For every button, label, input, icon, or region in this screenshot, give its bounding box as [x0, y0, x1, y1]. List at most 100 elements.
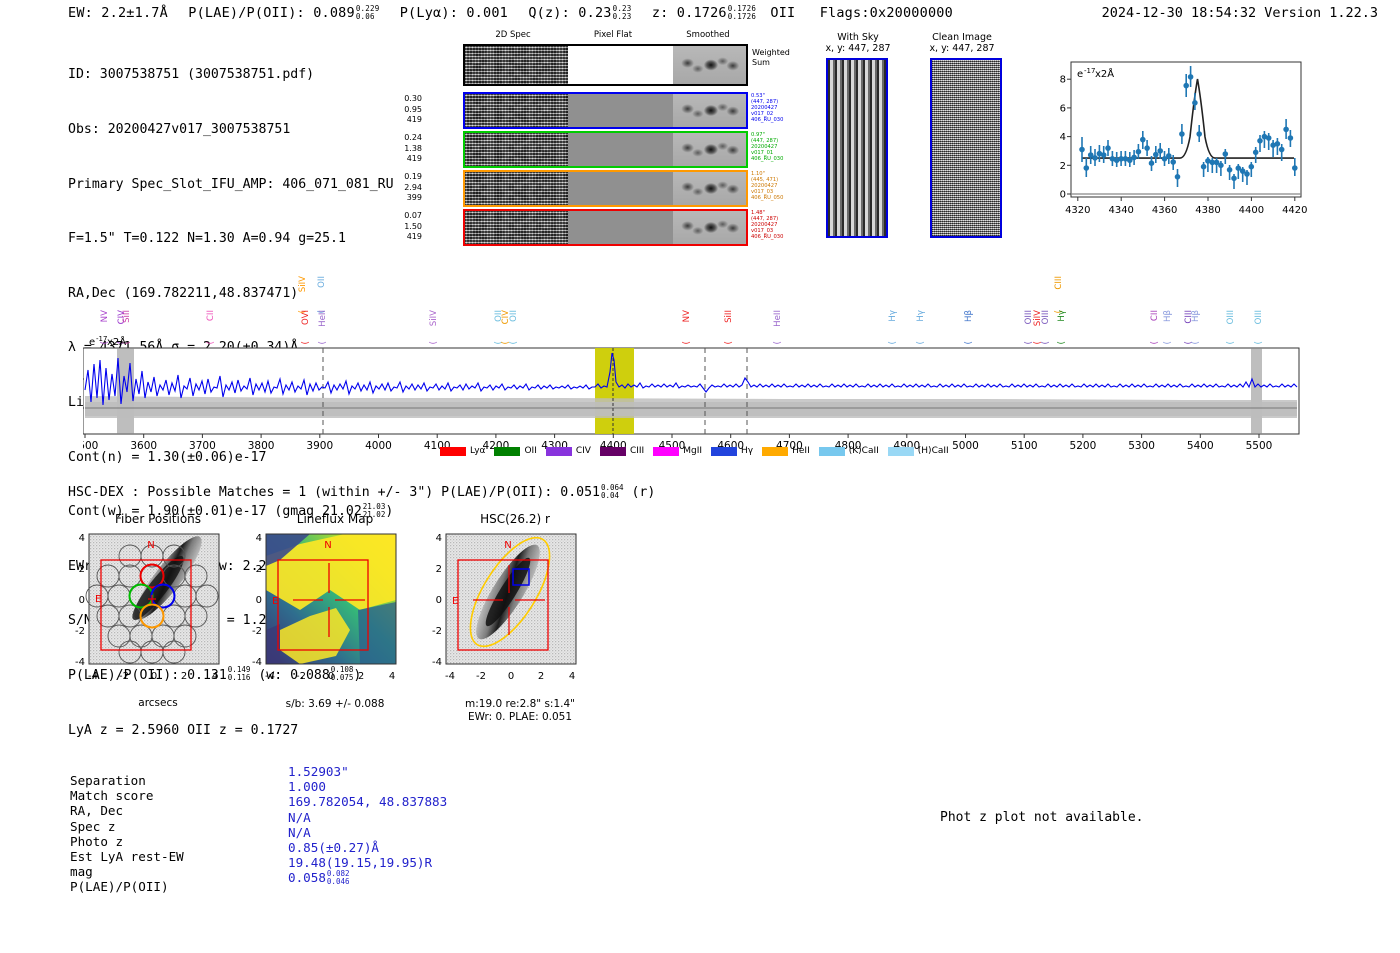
match-table-label: mag	[70, 864, 93, 880]
spectrum-legend-item: OII	[494, 446, 537, 456]
legend-label: CIII	[629, 446, 645, 456]
hsc-r-title: HSC(26.2) r	[480, 512, 550, 526]
full-spectrum-chart: e -17 x2Å 05	[72, 330, 1303, 452]
info-cont-n: Cont(n) = 1.30(±0.06)e-17	[68, 449, 267, 465]
svg-text:E: E	[95, 594, 101, 605]
lineflux-map-chart[interactable]: N E 4 2 0 -2 -4 -4 -2 0 2 4	[240, 530, 430, 700]
clean-image-title: Clean Image x, y: 447, 287	[929, 32, 995, 54]
match-table-value-range: 0.082 0.046	[326, 869, 350, 887]
fiber-2-right-labels: 0.97" (447, 287) 20200427 v017_01 406_RU_030	[751, 132, 784, 163]
spectrum-line-label: OIII	[1225, 310, 1236, 325]
header-flags: Flags:0x20000000	[819, 5, 953, 21]
svg-text:4380: 4380	[1195, 205, 1220, 216]
header-z-range: 0.1726 0.1726	[727, 3, 757, 21]
spectrum-line-label: CII	[1149, 310, 1160, 322]
svg-text:-2: -2	[476, 671, 486, 682]
svg-text:4: 4	[1060, 132, 1066, 143]
fiber-3-right-labels: 1.10" (445, 471) 20200427 v017_03 406_RU_050	[751, 171, 784, 202]
full-spectrum-svg: e -17 x2Å 05	[72, 335, 1300, 452]
match-table-label: P(LAE)/P(OII)	[70, 879, 169, 895]
svg-text:2: 2	[358, 671, 364, 682]
svg-text:4: 4	[389, 671, 395, 682]
fiber-3-smoothed-image	[673, 172, 746, 205]
lineflux-map-svg: N E 4 2 0 -2 -4 -4 -2 0 2 4	[252, 533, 397, 682]
fiber-3-2dspec-image	[465, 172, 568, 205]
spectrum-line-label: OII	[316, 276, 327, 288]
legend-label: MgII	[683, 446, 703, 456]
fiber-positions-xlabel: arcsecs	[138, 697, 178, 709]
fiber-row-1[interactable]	[463, 92, 748, 129]
hsc-r-chart[interactable]: N E 4 2 0 -2 -4 -4 -2 0 2 4	[420, 530, 610, 700]
header-z-type: OII	[770, 5, 796, 21]
spec2d-col-title-smoothed: Smoothed	[686, 30, 730, 40]
fiber-row-3[interactable]	[463, 170, 748, 207]
fiber-4-2dspec-image	[465, 211, 568, 244]
svg-text:0: 0	[328, 671, 334, 682]
svg-text:8: 8	[1060, 75, 1066, 86]
svg-text:0: 0	[436, 595, 442, 606]
fiber-1-pixelflat-image	[568, 94, 673, 127]
clean-image[interactable]	[930, 58, 1002, 238]
header-z: z: 0.1726	[651, 5, 727, 21]
fiber-2-left-labels: 0.24 1.38 419	[404, 133, 422, 164]
svg-text:4: 4	[212, 671, 218, 682]
svg-text:-4: -4	[432, 657, 442, 668]
header-plya: P(Lyα): 0.001	[399, 5, 508, 21]
fiber-1-smoothed-image	[673, 94, 746, 127]
match-table-label: Match score	[70, 788, 154, 804]
hsc-r-svg: N E 4 2 0 -2 -4 -4 -2 0 2 4	[432, 533, 577, 682]
hsc-plae-range: 0.064 0.04	[600, 482, 624, 500]
svg-text:4: 4	[79, 533, 85, 544]
svg-text:e: e	[1077, 69, 1083, 80]
fiber-4-left-labels: 0.07 1.50 419	[404, 211, 422, 242]
spectrum-legend-item: HeII	[762, 446, 810, 456]
fiber-4-smoothed-image	[673, 211, 746, 244]
spectrum-line-label: OIII	[1040, 310, 1051, 325]
spectrum-line-label: NV	[99, 310, 110, 323]
spectrum-xtick: 5000	[952, 440, 979, 450]
spectrum-line-label: Hγ	[1056, 310, 1067, 322]
spectrum-line-label: HeII	[318, 310, 329, 327]
svg-text:2: 2	[256, 564, 262, 575]
spectrum-line-label: Hβ	[1163, 310, 1173, 322]
spectrum-xtick: 3900	[306, 440, 333, 450]
hsc-dex-header: HSC-DEX : Possible Matches = 1 (within +…	[68, 482, 656, 500]
header-qz-range: 0.23 0.23	[612, 3, 632, 21]
svg-text:-2: -2	[75, 626, 85, 637]
match-table-value: 1.52903"	[288, 764, 349, 779]
svg-text:2: 2	[79, 564, 85, 575]
svg-text:N: N	[504, 540, 511, 551]
spectrum-line-label: SiII	[723, 310, 734, 323]
svg-text:2: 2	[181, 671, 187, 682]
legend-swatch	[440, 446, 466, 456]
hsc-r-caption: m:19.0 re:2.8" s:1.4" EWr: 0. PLAE: 0.05…	[465, 698, 575, 723]
spectrum-xtick: 5500	[1246, 440, 1273, 450]
svg-text:0: 0	[1060, 190, 1066, 201]
legend-label: (K)CaII	[848, 446, 879, 456]
fiber-row-2[interactable]	[463, 131, 748, 168]
svg-text:-2: -2	[119, 671, 129, 682]
svg-text:x2Å: x2Å	[107, 335, 126, 348]
spectrum-line-label: Hγ	[888, 310, 899, 322]
svg-text:4360: 4360	[1152, 205, 1177, 216]
svg-text:-4: -4	[445, 671, 455, 682]
spectrum-line-label: Hβ	[964, 310, 975, 322]
spec2d-col-title-2dspec: 2D Spec	[495, 30, 531, 40]
fiber-positions-chart[interactable]: N E 4 2 0 -2 -4 -4 -2 0 2 4	[63, 530, 253, 700]
legend-label: CIV	[575, 446, 591, 456]
info-radec: RA,Dec (169.782211,48.837471)	[68, 285, 299, 301]
svg-text:-4: -4	[265, 671, 275, 682]
spectrum-legend-item: Lyα	[440, 446, 485, 456]
lineflux-map-caption: s/b: 3.69 +/- 0.088	[285, 698, 385, 710]
info-obs: Obs: 20200427v017_3007538751	[68, 122, 291, 137]
fiber-row-4[interactable]	[463, 209, 748, 246]
svg-text:-17: -17	[96, 335, 107, 343]
spectrum-line-label: SiIV	[428, 310, 439, 327]
svg-text:0: 0	[151, 671, 157, 682]
weighted-sum-row	[463, 44, 748, 86]
svg-text:0: 0	[79, 595, 85, 606]
legend-label: (H)CaII	[917, 446, 949, 456]
spectrum-xtick: 3700	[189, 440, 216, 450]
with-sky-image[interactable]	[826, 58, 888, 238]
match-table-value: N/A	[288, 809, 311, 825]
